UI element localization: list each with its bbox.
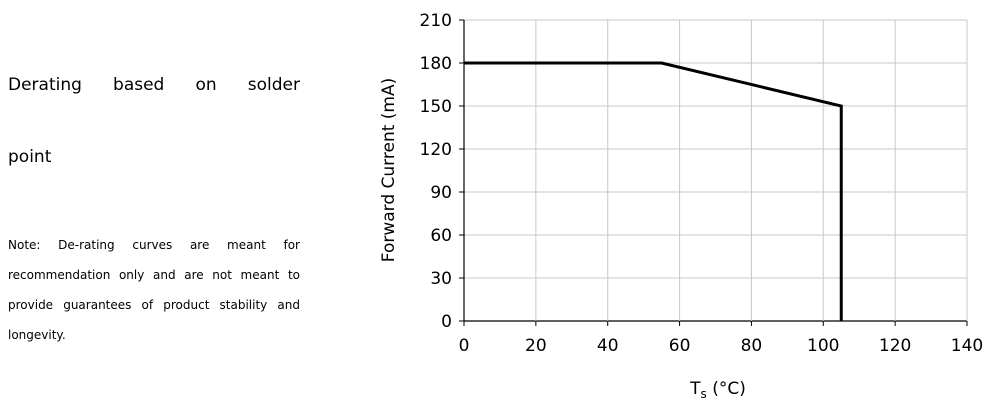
x-tick-label-120: 120 <box>879 336 911 356</box>
x-tick-label-40: 40 <box>597 336 619 356</box>
x-tick-label-0: 0 <box>459 336 470 356</box>
y-axis-title: Forward Current (mA) <box>379 78 399 262</box>
x-axis-title-unit: (°C) <box>707 379 746 399</box>
tick-labels: 0 30 60 90 120 150 180 210 0 20 40 60 80 100 120 140 <box>420 11 984 356</box>
y-tick-label-210: 210 <box>420 11 452 31</box>
description-panel: Derating based on solder point Note: De-… <box>8 0 300 405</box>
y-tick-label-150: 150 <box>420 97 452 117</box>
x-axis-title-sub: s <box>701 387 707 401</box>
y-tick-label-30: 30 <box>430 269 452 289</box>
derating-curve-line <box>464 61 843 321</box>
y-tick-label-180: 180 <box>420 54 452 74</box>
x-tick-label-20: 20 <box>525 336 547 356</box>
chart-heading-line2: point <box>8 147 52 167</box>
x-tick-label-100: 100 <box>807 336 839 356</box>
x-tick-label-60: 60 <box>669 336 691 356</box>
series-group <box>464 61 843 321</box>
y-tick-label-90: 90 <box>430 183 452 203</box>
x-tick-label-140: 140 <box>951 336 983 356</box>
x-axis-title: Ts (°C) <box>689 379 746 401</box>
y-tick-label-60: 60 <box>430 226 452 246</box>
y-tick-label-120: 120 <box>420 140 452 160</box>
y-tick-label-0: 0 <box>441 312 452 332</box>
x-tick-label-80: 80 <box>741 336 763 356</box>
disclaimer-note: Note: De-rating curves are meant for rec… <box>8 238 300 342</box>
x-axis-title-main: T <box>689 379 701 399</box>
chart-heading-line1: Derating based on solder <box>8 75 300 95</box>
grid-lines <box>459 19 968 326</box>
